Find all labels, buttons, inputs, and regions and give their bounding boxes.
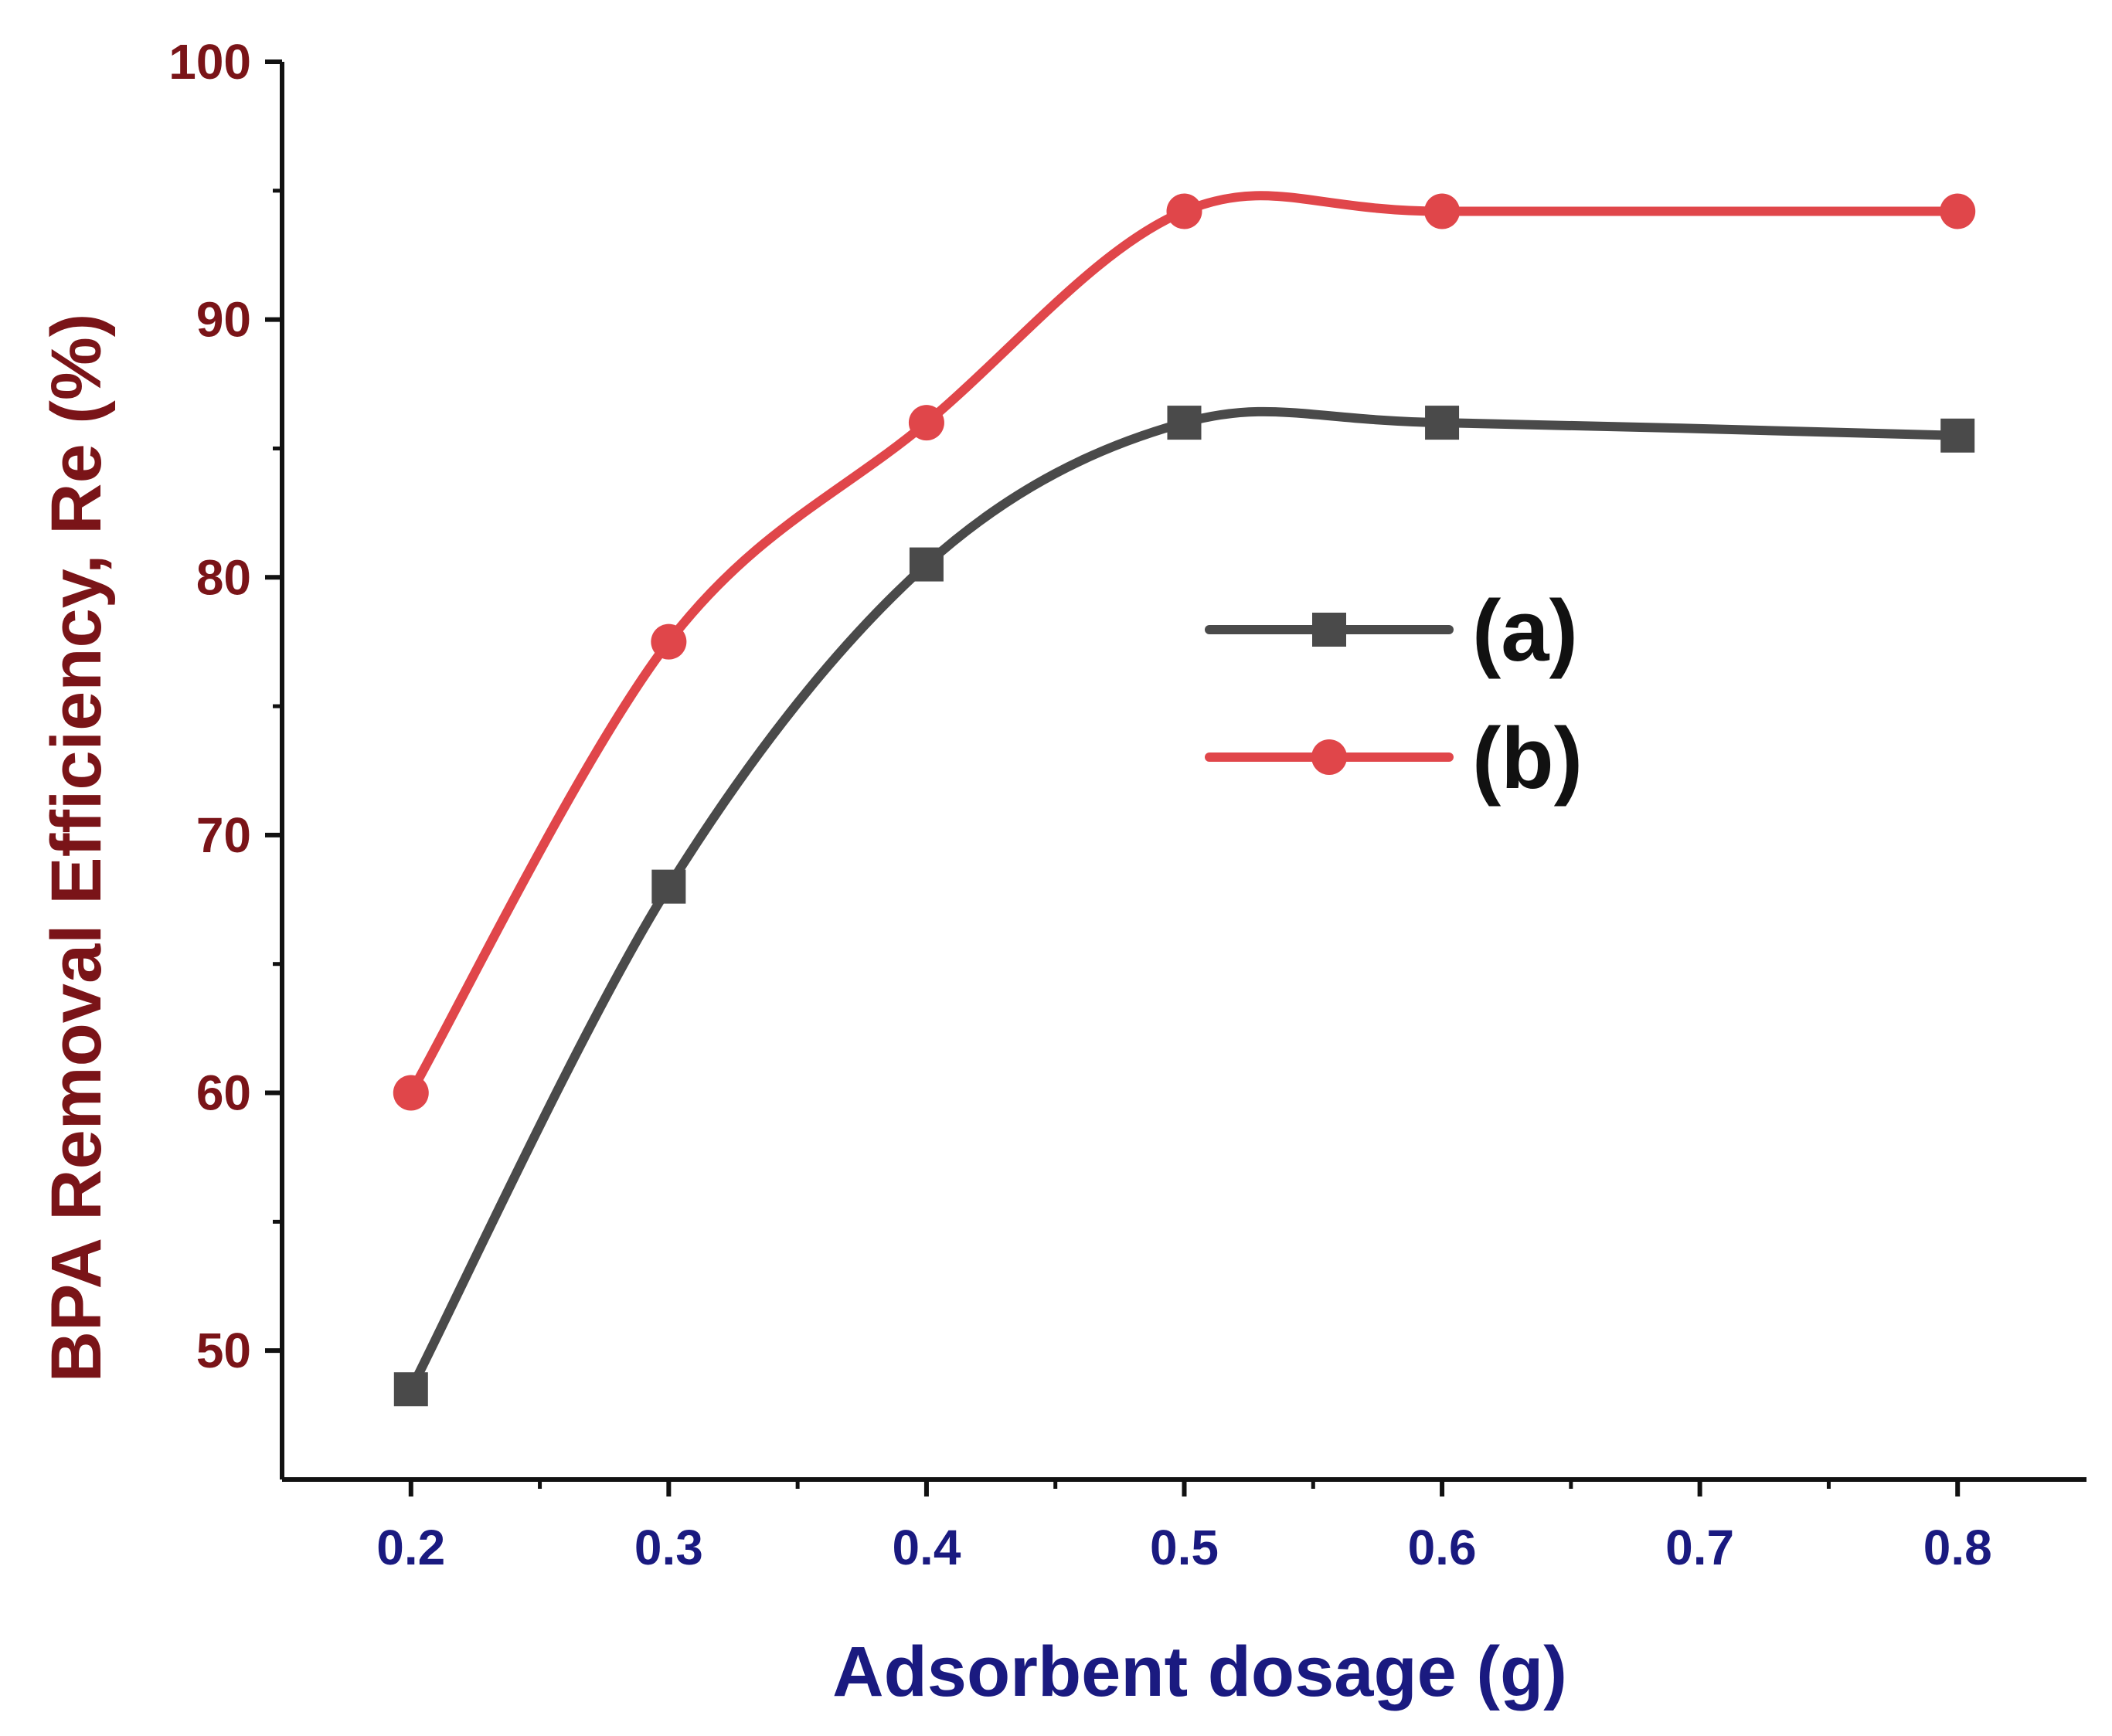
data-point-a — [651, 869, 686, 904]
legend-label-b: (b) — [1472, 710, 1583, 807]
data-point-a — [393, 1372, 428, 1407]
plot-layer: 50 60 70 80 90 100 0.2 0.3 0.4 0.5 0.6 0.7 0.8 Adsorb… — [37, 34, 2086, 1711]
y-axis-title: BPA Removal Efficiency, Re (%) — [37, 314, 116, 1383]
y-tick-label: 90 — [196, 292, 251, 348]
y-tick-label: 100 — [168, 34, 251, 90]
y-tick-label: 60 — [196, 1065, 251, 1121]
x-tick-label: 0.7 — [1665, 1520, 1734, 1575]
x-tick-label: 0.8 — [1923, 1520, 1992, 1575]
x-axis-title: Adsorbent dosage (g) — [832, 1632, 1567, 1711]
data-point-b — [908, 405, 944, 441]
x-tick-label: 0.2 — [376, 1520, 445, 1575]
data-point-a — [909, 547, 944, 582]
y-tick-label: 50 — [196, 1323, 251, 1378]
x-tick-label: 0.3 — [634, 1520, 703, 1575]
data-point-a — [1940, 418, 1975, 453]
data-point-b — [1940, 193, 1976, 229]
data-point-b — [1424, 193, 1461, 229]
y-tick-label: 80 — [196, 549, 251, 605]
series-line-b — [406, 191, 1963, 1098]
y-tick-label: 70 — [196, 807, 251, 863]
data-point-a — [1167, 406, 1202, 440]
series-line-a — [406, 406, 1963, 1395]
legend-label-a: (a) — [1472, 583, 1578, 679]
legend-marker-a — [1312, 613, 1346, 647]
data-point-a — [1425, 406, 1460, 440]
x-tick-label: 0.5 — [1150, 1520, 1219, 1575]
legend-marker-b — [1311, 739, 1347, 775]
x-tick-label: 0.6 — [1408, 1520, 1477, 1575]
data-point-b — [1166, 193, 1202, 229]
data-point-b — [651, 623, 687, 660]
x-tick-label: 0.4 — [892, 1520, 961, 1575]
data-point-b — [393, 1075, 429, 1111]
